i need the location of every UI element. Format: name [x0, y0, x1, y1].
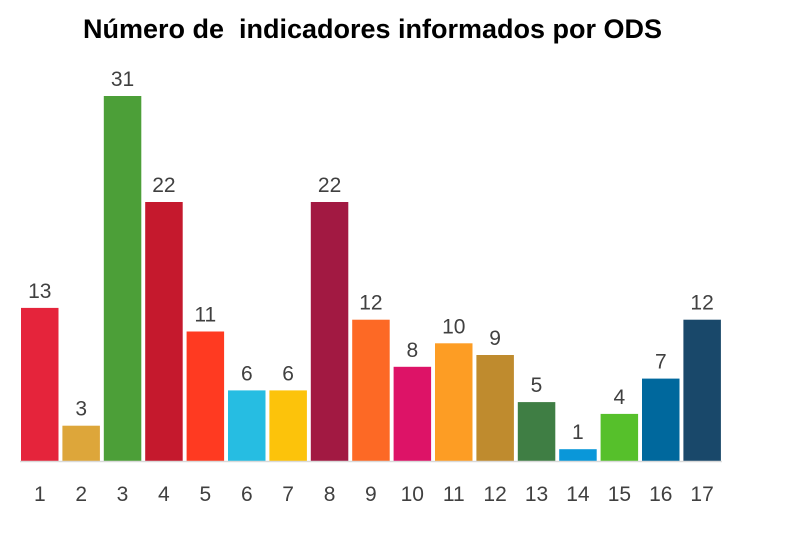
bar-ods-6 [228, 390, 266, 461]
tick-label-ods-3: 3 [117, 483, 129, 506]
tick-label-ods-10: 10 [401, 483, 424, 506]
bar-ods-5 [186, 331, 225, 461]
data-label-ods-7: 6 [282, 362, 294, 385]
tick-label-ods-6: 6 [241, 483, 253, 506]
bar-ods-10 [393, 366, 432, 461]
tick-label-ods-9: 9 [365, 483, 377, 506]
data-label-ods-11: 10 [442, 315, 465, 338]
tick-label-ods-7: 7 [282, 483, 294, 506]
tick-label-ods-16: 16 [649, 483, 672, 506]
data-label-ods-4: 22 [152, 174, 175, 197]
tick-label-ods-2: 2 [75, 483, 87, 506]
data-label-ods-17: 12 [690, 292, 713, 315]
tick-label-ods-15: 15 [608, 483, 631, 506]
data-label-ods-15: 4 [614, 386, 626, 409]
tick-label-ods-11: 11 [443, 483, 465, 506]
bar-ods-14 [559, 449, 597, 461]
bar-ods-16 [642, 378, 680, 461]
data-label-ods-8: 22 [318, 174, 341, 197]
bar-ods-11 [435, 343, 473, 461]
data-label-ods-10: 8 [406, 339, 418, 362]
data-label-ods-5: 11 [194, 304, 216, 327]
tick-label-ods-8: 8 [324, 483, 336, 506]
bar-ods-17 [683, 319, 721, 461]
data-label-ods-2: 3 [75, 398, 87, 421]
data-label-ods-3: 31 [111, 68, 134, 91]
data-label-ods-6: 6 [241, 362, 253, 385]
tick-label-ods-4: 4 [158, 483, 170, 506]
bar-ods-8 [310, 202, 349, 461]
bar-ods-3 [103, 96, 142, 461]
bar-ods-1 [21, 307, 59, 461]
bar-ods-4 [145, 202, 183, 461]
bar-ods-12 [476, 355, 514, 461]
tick-label-ods-13: 13 [525, 483, 548, 506]
tick-label-ods-14: 14 [566, 483, 590, 506]
bar-ods-2 [62, 425, 100, 461]
chart-title: Número de indicadores informados por ODS [82, 14, 663, 44]
tick-label-ods-17: 17 [690, 483, 713, 506]
tick-label-ods-5: 5 [199, 483, 211, 506]
data-label-ods-1: 13 [28, 280, 51, 303]
tick-label-ods-1: 1 [34, 483, 46, 506]
bar-ods-13 [517, 402, 556, 461]
data-label-ods-14: 1 [572, 421, 584, 444]
tick-label-ods-12: 12 [483, 483, 506, 506]
bar-ods-15 [600, 413, 639, 461]
data-label-ods-9: 12 [359, 292, 382, 315]
bar-ods-7 [269, 390, 307, 461]
data-label-ods-16: 7 [655, 351, 667, 374]
bar-ods-9 [352, 319, 390, 461]
data-label-ods-13: 5 [531, 374, 543, 397]
data-label-ods-12: 9 [489, 327, 501, 350]
